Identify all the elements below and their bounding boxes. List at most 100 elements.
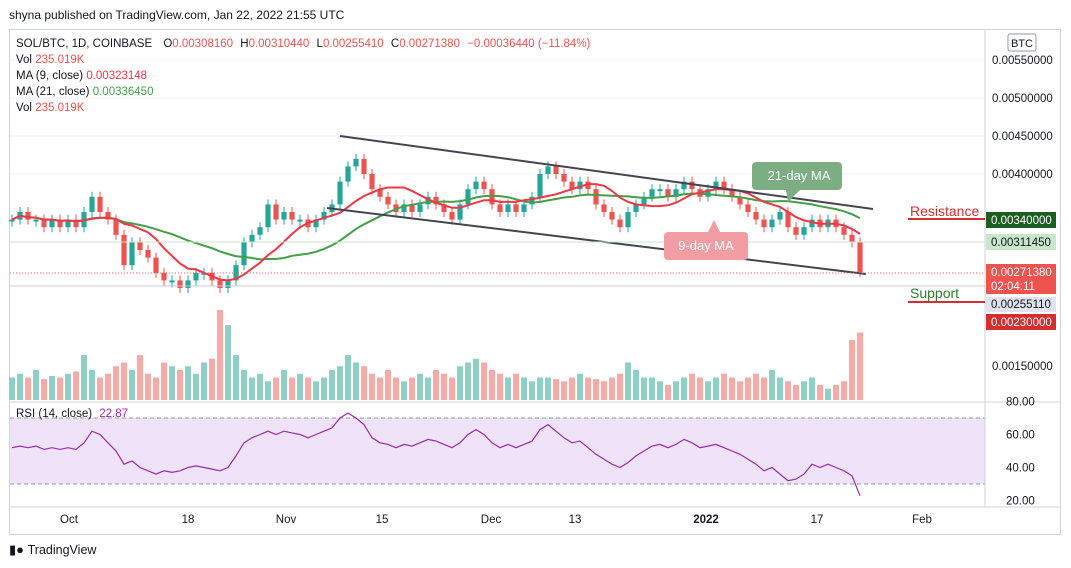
volume-bar: [177, 370, 183, 400]
time-tick-label: Nov: [276, 514, 297, 526]
candle-body: [737, 196, 743, 205]
ma9-callout: [664, 220, 748, 260]
candle-body: [561, 174, 567, 182]
candle-body: [665, 189, 671, 197]
rsi-tick-label: 40.00: [1006, 463, 1035, 475]
volume-bar: [769, 370, 775, 400]
candle-body: [425, 196, 431, 205]
candle-body: [793, 227, 799, 235]
candle-body: [609, 212, 615, 220]
volume-bar: [665, 385, 671, 400]
grid-lines: [10, 59, 985, 175]
ma9-line: [11, 183, 861, 282]
volume-bar: [113, 366, 119, 400]
volume-bar: [585, 377, 591, 400]
candle-body: [761, 219, 767, 228]
candle-body: [361, 158, 367, 174]
time-tick-label: 13: [569, 514, 582, 526]
candle-body: [49, 219, 55, 228]
candle-body: [337, 181, 343, 205]
candle-body: [273, 204, 279, 220]
volume-bar: [281, 370, 287, 400]
candle-body: [481, 181, 487, 190]
currency-badge-text: BTC: [1011, 38, 1033, 50]
price-tick-label: 0.00550000: [992, 55, 1053, 67]
candle-body: [217, 280, 223, 288]
candles: [9, 153, 863, 293]
legend-symbol: SOL/BTC, 1D, COINBASE: [16, 38, 153, 50]
candle-body: [377, 189, 383, 197]
time-axis-labels: Oct 18 Nov 15 Dec 13 2022 17 Feb: [60, 514, 932, 526]
candle-body: [105, 212, 111, 220]
support2-tag: [986, 314, 1056, 330]
volume-bar: [753, 373, 759, 400]
candle-body: [633, 204, 639, 212]
candle-body: [33, 219, 39, 222]
support-tag: [986, 297, 1056, 312]
currency-badge[interactable]: [1007, 33, 1037, 52]
candle-body: [585, 181, 591, 190]
price-tick-label: 0.00450000: [992, 131, 1053, 143]
tradingview-logo-icon: ▮●: [9, 542, 25, 557]
candle-body: [153, 257, 159, 273]
volume-bar: [161, 362, 167, 400]
candle-body: [297, 219, 303, 222]
volume-bar: [513, 373, 519, 400]
volume-bar: [441, 373, 447, 400]
time-tick-label: 2022: [693, 514, 719, 526]
volume-bar: [737, 381, 743, 400]
current-tag: [986, 264, 1056, 294]
volume-bar: [497, 373, 503, 400]
candle-body: [97, 196, 103, 212]
volume-bar: [105, 373, 111, 400]
volume-bar: [209, 358, 215, 400]
volume-bar: [617, 373, 623, 400]
volume-bar: [649, 377, 655, 400]
resistance-label: Resistance: [910, 203, 979, 219]
price-tick-label: 0.00150000: [992, 361, 1053, 373]
candle-body: [433, 196, 439, 205]
legend-ma9-row: MA (9, close) 0.00323148: [16, 68, 590, 84]
volume-bar: [433, 370, 439, 400]
volume-bar: [561, 381, 567, 400]
candle-body: [537, 174, 543, 197]
candle-body: [65, 219, 71, 228]
volume-bar: [89, 370, 95, 400]
ma-tag: [986, 234, 1056, 250]
candle-body: [9, 219, 15, 222]
volume-bar: [353, 362, 359, 400]
candle-body: [281, 212, 287, 220]
candle-body: [417, 204, 423, 212]
legend-c-label: C: [390, 38, 400, 50]
legend-vol-value: 235.019K: [35, 54, 85, 66]
volume-bar: [369, 373, 375, 400]
resistance-tag-text: 0.00340000: [991, 215, 1052, 227]
candle-body: [441, 204, 447, 212]
volume-bar: [745, 377, 751, 400]
volume-bar: [809, 377, 815, 400]
publish-text: shyna published on TradingView.com, Jan …: [9, 8, 345, 22]
volume-bar: [193, 373, 199, 400]
volume-bar: [841, 381, 847, 400]
volume-bar: [65, 373, 71, 400]
volume-bar: [817, 385, 823, 400]
volume-bar: [609, 377, 615, 400]
volume-bar: [25, 377, 31, 400]
candle-body: [713, 181, 719, 190]
candle-body: [193, 272, 199, 281]
time-tick-label: Oct: [60, 514, 79, 526]
volume-bar: [249, 377, 255, 400]
candle-body: [185, 280, 191, 288]
candle-body: [785, 212, 791, 228]
candle-body: [57, 219, 63, 228]
volume-bar: [233, 355, 239, 400]
volume-bar: [265, 381, 271, 400]
chart-frame: [9, 29, 1061, 535]
countdown-tag-text: 02:04:11: [991, 281, 1035, 293]
candle-body: [625, 212, 631, 228]
support2-tag-text: 0.00230000: [991, 317, 1052, 329]
candle-body: [457, 204, 463, 220]
candle-body: [849, 234, 855, 243]
volume-bar: [377, 377, 383, 400]
